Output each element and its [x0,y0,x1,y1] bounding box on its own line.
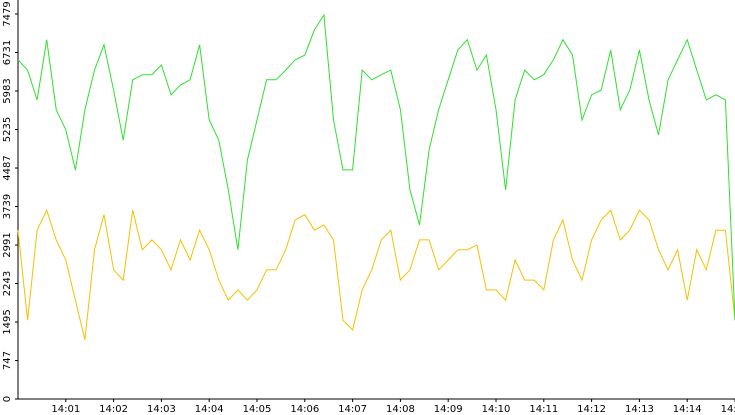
y-tick-label: 747 [2,351,13,370]
y-tick-label: 5235 [2,117,13,142]
x-tick-label: 14:03 [147,404,176,415]
line-series [17,208,735,340]
x-tick-label: 14:04 [195,404,224,415]
x-tick-label: 14:12 [577,404,606,415]
x-tick-label: 14:02 [99,404,128,415]
x-tick-label: 14:01 [51,404,80,415]
x-tick-label: 14:10 [482,404,511,415]
x-tick-label: 14:15 [721,404,735,415]
line-series [17,13,735,321]
x-tick-label: 14:14 [673,404,702,415]
y-tick-label: 0 [2,396,13,402]
x-tick-label: 14:13 [625,404,654,415]
y-tick-label: 1495 [2,309,13,334]
x-tick-label: 14:11 [529,404,558,415]
x-tick-label: 14:05 [243,404,272,415]
x-tick-label: 14:07 [338,404,367,415]
y-tick-label: 2991 [2,232,13,257]
y-tick-label: 5983 [2,78,13,103]
y-tick-label: 4487 [2,155,13,180]
y-tick-label: 7479 [2,1,13,26]
x-tick-label: 14:08 [386,404,415,415]
y-tick-label: 3739 [2,194,13,219]
x-tick-label: 14:09 [434,404,463,415]
x-tick-label: 14:06 [290,404,319,415]
y-tick-label: 2243 [2,271,13,296]
y-tick-label: 6731 [2,40,13,65]
